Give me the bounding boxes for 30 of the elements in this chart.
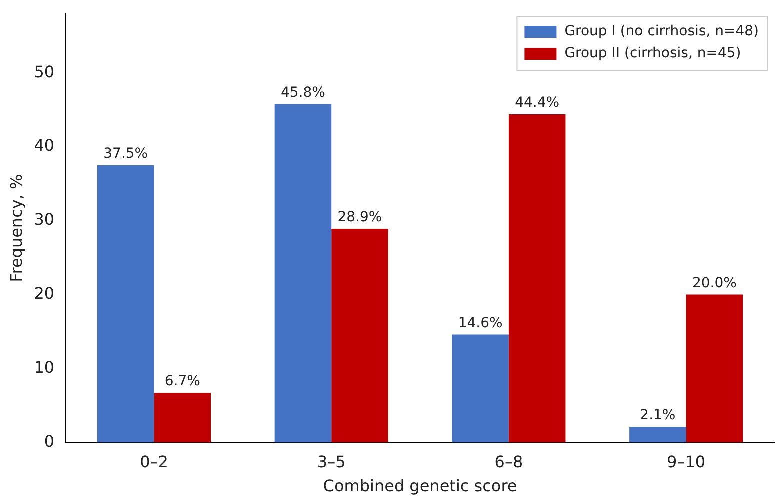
data-label: 20.0% bbox=[692, 275, 737, 292]
x-tick-label: 6–8 bbox=[494, 452, 524, 472]
bar bbox=[508, 114, 566, 443]
legend-label: Group I (no cirrhosis, n=48) bbox=[564, 24, 760, 40]
bar bbox=[630, 427, 686, 443]
data-label: 44.4% bbox=[515, 95, 560, 112]
bar bbox=[452, 334, 509, 443]
bar bbox=[274, 104, 332, 443]
y-axis-title: Frequency, % bbox=[6, 174, 26, 282]
data-label: 6.7% bbox=[164, 374, 200, 390]
x-tick-label: 0–2 bbox=[140, 452, 168, 472]
bar bbox=[154, 393, 211, 443]
bar bbox=[332, 229, 388, 443]
data-label: 2.1% bbox=[640, 408, 676, 424]
data-label: 37.5% bbox=[104, 146, 148, 162]
data-label: 14.6% bbox=[458, 315, 503, 332]
x-tick-label: 9–10 bbox=[667, 452, 706, 472]
data-label: 45.8% bbox=[280, 84, 326, 101]
y-tick-label: 30 bbox=[34, 210, 55, 230]
bar bbox=[97, 165, 154, 443]
bar bbox=[686, 294, 744, 443]
y-tick-label: 20 bbox=[34, 284, 55, 303]
y-tick-label: 40 bbox=[34, 136, 55, 156]
y-tick-label: 50 bbox=[34, 62, 55, 82]
x-axis-title: Combined genetic score bbox=[323, 476, 518, 496]
y-tick-label: 10 bbox=[34, 358, 55, 377]
data-label: 28.9% bbox=[338, 210, 382, 226]
x-tick-label: 3–5 bbox=[317, 452, 346, 472]
y-tick-label: 0 bbox=[44, 432, 55, 451]
legend-label: Group II (cirrhosis, n=45) bbox=[564, 46, 742, 62]
